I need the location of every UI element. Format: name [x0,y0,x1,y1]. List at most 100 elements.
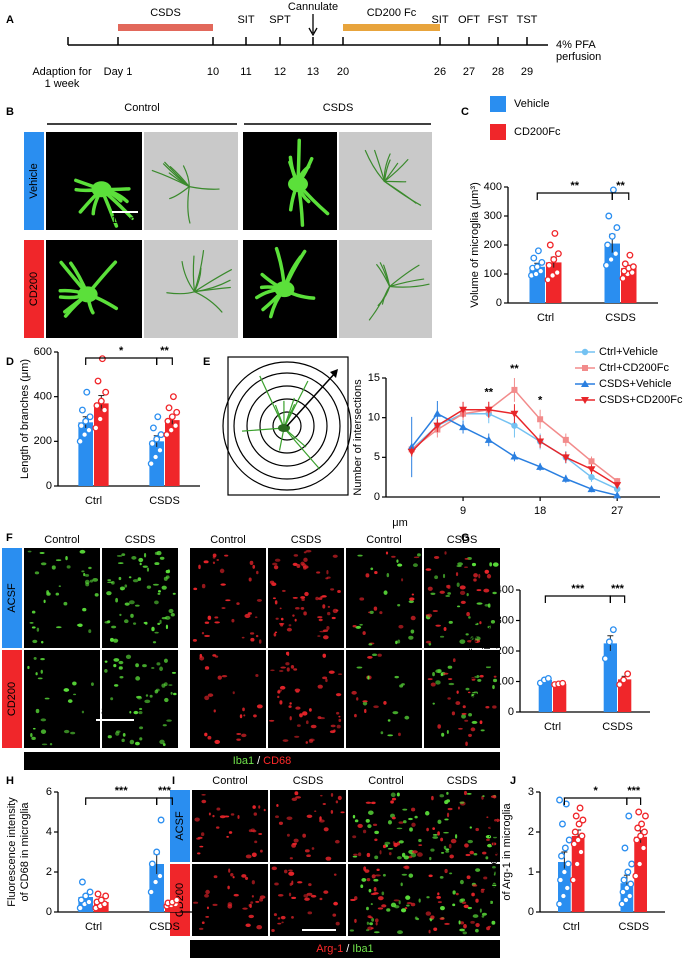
data-point [77,896,85,904]
stain-speck [81,570,85,573]
data-point [564,860,572,868]
stain-speck [304,591,309,597]
y-tick-label: 0 [46,906,52,918]
stain-speck [473,578,477,582]
data-point [81,431,89,439]
stain-speck [131,556,137,560]
column-header: Control [212,775,247,787]
stain-speck [322,803,326,805]
data-point [538,258,546,266]
stain-speck [322,629,329,633]
stain-speck [493,871,496,876]
stain-speck [450,838,457,844]
stain-speck [89,579,94,583]
sholl-branch [283,380,309,429]
stain-speck [207,615,212,620]
stain-speck [165,575,170,579]
legend-label: Ctrl+CD200Fc [599,362,669,374]
stain-speck [278,821,284,825]
stain-speck [464,558,469,560]
stain-speck [252,564,256,569]
stain-speck [161,617,168,620]
data-point [98,355,106,363]
stain-speck [318,819,325,823]
stain-speck [361,877,367,882]
stain-speck [317,635,321,637]
stain-speck [446,799,450,803]
stain-speck [314,810,317,813]
stain-speck [35,672,38,676]
row-label-box [2,548,22,648]
data-point [533,263,541,271]
y-tick-label: 3 [528,786,534,798]
stain-speck [220,583,226,586]
line-marker [614,478,621,485]
stain-speck [205,916,210,918]
data-point [101,406,109,414]
stain-speck [151,626,155,632]
stain-speck [288,624,292,627]
data-point [575,820,583,828]
stain-speck [352,814,356,819]
y-tick-label: 0 [528,906,534,918]
y-tick-label: 0 [46,480,52,492]
stain-speck [384,841,391,845]
bar [94,403,109,486]
panel-letter: H [6,775,14,787]
scale-bar-label: 80μm [305,916,333,928]
stain-speck [258,639,262,644]
stain-speck [301,598,305,602]
stain-speck [299,713,303,718]
stain-speck [214,621,220,624]
stain-speck [29,622,34,624]
data-point [638,820,646,828]
stain-speck [493,836,497,839]
stain-speck [318,618,323,622]
row-label: ACSF [174,811,186,841]
micrograph [24,650,100,748]
stain-speck [289,716,292,721]
stain-speck [439,590,445,594]
stain-speck [132,622,137,625]
data-point [641,812,649,820]
line-marker [459,423,468,431]
y-tick-label: 100 [484,268,502,280]
stain-speck [76,623,80,627]
data-point [97,896,105,904]
stain-speck [70,731,76,735]
stain-speck [41,743,48,746]
stain-speck [474,674,480,679]
stain-speck [490,842,497,846]
stain-speck [464,566,468,569]
stain-speck [400,882,403,887]
stain-speck [408,600,414,604]
data-point [559,892,567,900]
stain-speck [30,733,33,738]
stain-speck [452,903,456,907]
data-point [632,872,640,880]
data-point [173,896,181,904]
stain-speck [274,631,278,634]
stain-speck [232,875,235,879]
stain-speck [136,695,143,700]
data-point [76,437,84,445]
microglia-branch [389,264,420,288]
stain-speck [336,711,340,715]
stain-speck [236,602,240,605]
stain-speck [472,884,478,887]
significance-label: * [593,785,598,797]
data-point [623,884,631,892]
stain-speck [139,707,143,711]
stain-speck [442,672,449,675]
stain-speck [173,692,177,696]
stain-speck [462,705,466,709]
stain-speck [252,805,256,809]
stain-speck [403,865,409,869]
day-label: 1 week [45,78,80,90]
stain-speck [326,570,329,575]
stain-speck [221,674,228,678]
data-point [534,247,542,255]
stain-speck [300,596,306,599]
stain-speck [322,604,326,609]
stain-speck [216,807,221,811]
